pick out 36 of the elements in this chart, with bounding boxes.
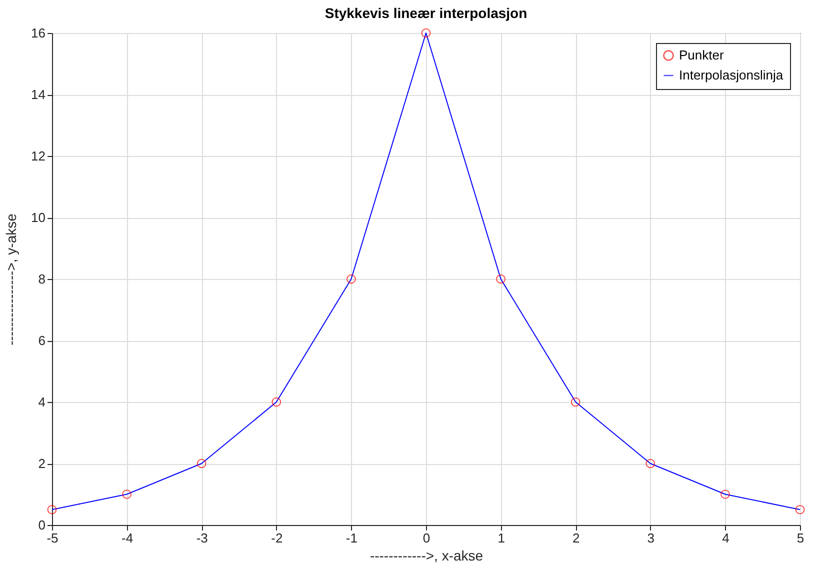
y-tick-label: 8	[38, 272, 46, 286]
x-tick-label: 5	[796, 530, 804, 546]
chart-title: Stykkevis lineær interpolasjon	[324, 4, 528, 21]
legend-label: Punkter	[679, 48, 724, 62]
y-tick-label: 14	[31, 87, 46, 102]
point	[122, 490, 132, 499]
x-tick-label: -4	[122, 530, 134, 546]
point	[346, 274, 356, 284]
point	[646, 458, 656, 468]
point	[196, 458, 206, 468]
x-tick-label: 3	[647, 530, 655, 546]
y-tick-label: 2	[38, 456, 46, 471]
x-tick-label: 0	[422, 530, 430, 546]
x-tick-label: -1	[346, 530, 358, 546]
legend-label: Interpolasjonslinja	[679, 68, 784, 82]
x-tick-label: -3	[196, 530, 208, 546]
x-tick-label: -5	[46, 530, 58, 546]
point	[496, 274, 506, 284]
y-tick-label: 0	[38, 518, 46, 532]
point	[795, 504, 805, 514]
x-tick-label: 1	[498, 530, 505, 546]
y-tick-label: 4	[38, 394, 46, 410]
point	[47, 504, 57, 514]
x-axis-title: ------------>, x-akse	[370, 548, 484, 564]
x-tick-label: 2	[572, 530, 580, 546]
point	[421, 28, 431, 38]
y-tick-label: 10	[31, 210, 46, 225]
point	[720, 490, 730, 499]
y-axis-title: ---------------->, y-akse	[3, 213, 20, 346]
y-tick-label: 12	[31, 148, 46, 164]
y-tick-label: 16	[31, 26, 46, 40]
point	[570, 397, 580, 407]
x-tick-label: 4	[722, 530, 730, 546]
x-tick-label: -2	[271, 530, 283, 546]
y-tick-label: 6	[38, 333, 46, 348]
point	[272, 397, 282, 407]
